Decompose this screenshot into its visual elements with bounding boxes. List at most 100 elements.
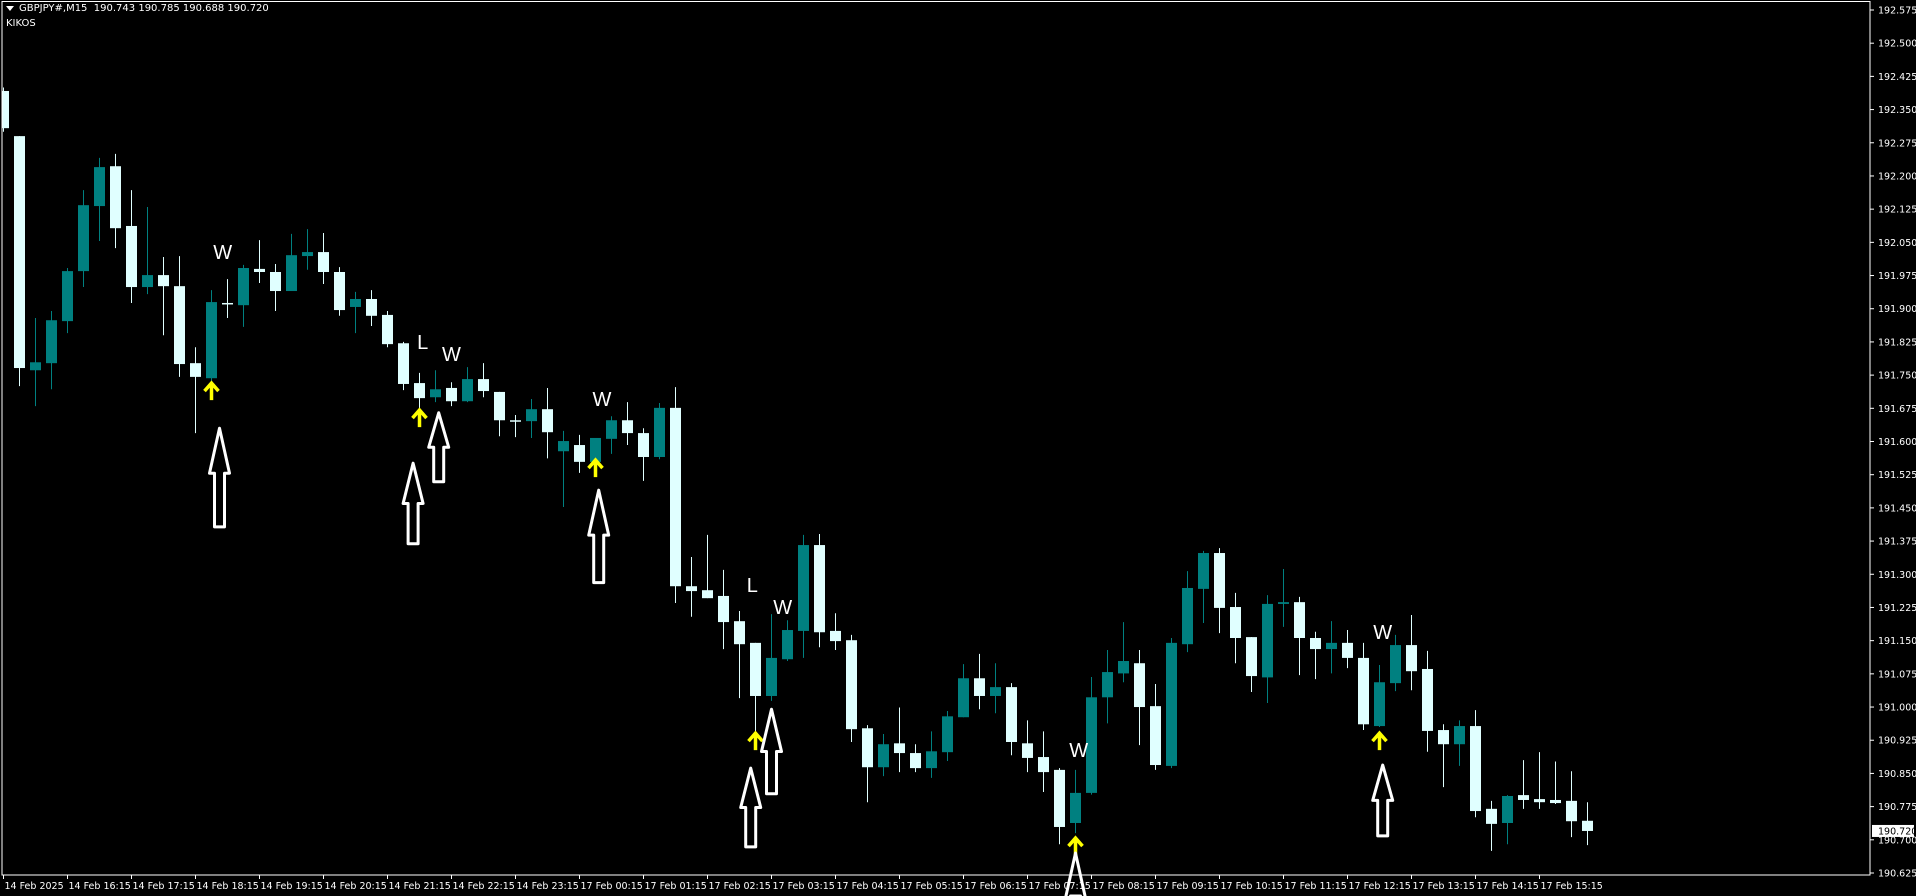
time-tick-label: 17 Feb 02:15 xyxy=(709,881,771,892)
signal-label-w: W xyxy=(442,344,461,366)
signal-label-w: W xyxy=(592,389,611,411)
time-tick-label: 14 Feb 21:15 xyxy=(389,881,451,892)
candle xyxy=(1358,642,1369,731)
hollow-up-arrow-icon xyxy=(401,461,425,546)
price-tick-label: 190.700 xyxy=(1878,835,1916,846)
collapse-triangle-icon[interactable] xyxy=(6,5,14,11)
candle-body xyxy=(430,389,441,398)
candle xyxy=(542,387,553,459)
candle-body xyxy=(1022,743,1033,758)
candle xyxy=(1470,710,1481,818)
candle-body xyxy=(238,268,249,306)
candle xyxy=(1342,630,1353,669)
time-tick-label: 14 Feb 16:15 xyxy=(69,881,131,892)
candle-body xyxy=(1454,726,1465,745)
yellow-up-arrow-icon xyxy=(587,457,604,478)
candle-body xyxy=(862,728,873,768)
candle xyxy=(894,707,905,773)
candle-body xyxy=(1294,602,1305,638)
price-tick-label: 191.450 xyxy=(1878,503,1916,514)
candle xyxy=(574,434,585,473)
candle-body xyxy=(750,642,761,696)
hollow-up-arrow-icon xyxy=(587,488,611,585)
candle-body xyxy=(558,441,569,452)
candle xyxy=(942,711,953,762)
price-tick-label: 192.050 xyxy=(1878,238,1916,249)
candle-body xyxy=(606,420,617,439)
candle-body xyxy=(622,420,633,434)
candle-body xyxy=(286,255,297,292)
hollow-up-arrow-icon xyxy=(739,766,763,849)
candle xyxy=(94,157,105,242)
time-tick-label: 17 Feb 10:15 xyxy=(1221,881,1283,892)
candle xyxy=(382,310,393,348)
candle xyxy=(1534,752,1545,809)
candle xyxy=(878,734,889,777)
candle xyxy=(1150,684,1161,770)
candle xyxy=(206,290,217,383)
candle xyxy=(1422,650,1433,752)
candle-body xyxy=(254,268,265,272)
time-tick-label: 17 Feb 01:15 xyxy=(645,881,707,892)
candle xyxy=(366,290,377,326)
ohlc-open: 190.743 xyxy=(93,3,136,14)
candle xyxy=(926,731,937,778)
candle xyxy=(1502,795,1513,845)
ohlc-low: 190.688 xyxy=(182,3,225,14)
candle xyxy=(670,387,681,604)
candle-body xyxy=(574,445,585,462)
candle-body xyxy=(1006,687,1017,743)
hollow-up-arrow-icon xyxy=(208,426,231,529)
chart-header: GBPJPY#,M15 190.743 190.785 190.688 190.… xyxy=(6,3,269,14)
signal-label-w: W xyxy=(213,242,232,264)
candle xyxy=(478,363,489,398)
candle-body xyxy=(990,687,1001,696)
price-tick-label: 190.625 xyxy=(1878,869,1916,880)
candle-body xyxy=(702,590,713,599)
candle-body xyxy=(542,409,553,433)
candle-body xyxy=(1262,603,1273,678)
ohlc-high: 190.785 xyxy=(138,3,180,14)
candle xyxy=(654,402,665,460)
candle xyxy=(702,534,713,599)
candle xyxy=(622,402,633,446)
candle xyxy=(718,569,729,650)
plot-area xyxy=(2,87,1593,856)
time-tick-label: 17 Feb 14:15 xyxy=(1477,881,1539,892)
candle-body xyxy=(1166,642,1177,766)
candle xyxy=(430,370,441,403)
candle xyxy=(462,367,473,403)
candle-body xyxy=(446,387,457,402)
candle xyxy=(606,416,617,454)
price-tick-label: 191.900 xyxy=(1878,304,1916,315)
candle-body xyxy=(2,90,9,129)
candle xyxy=(1182,571,1193,653)
time-tick-label: 14 Feb 20:15 xyxy=(325,881,387,892)
price-tick-label: 192.500 xyxy=(1878,39,1916,50)
candle xyxy=(1278,568,1289,627)
price-tick-label: 192.350 xyxy=(1878,105,1916,116)
candle-body xyxy=(462,379,473,402)
candle xyxy=(1374,664,1385,727)
candle-body xyxy=(1486,808,1497,824)
candle-body xyxy=(718,595,729,623)
price-tick-label: 191.375 xyxy=(1878,537,1916,548)
candle-body xyxy=(366,298,377,316)
candle xyxy=(1326,621,1337,674)
candle-body xyxy=(1582,820,1593,831)
signal-label-l: L xyxy=(747,575,758,597)
candle xyxy=(1086,676,1097,795)
candle xyxy=(126,190,137,303)
price-tick-label: 191.600 xyxy=(1878,437,1916,448)
current-price-box xyxy=(1872,824,1914,837)
candle xyxy=(414,372,425,411)
candle-body xyxy=(190,363,201,377)
candle-body xyxy=(206,302,217,379)
candle-body xyxy=(1470,726,1481,812)
candle xyxy=(1310,631,1321,680)
yellow-up-arrow-icon xyxy=(1371,730,1388,751)
candle xyxy=(958,664,969,718)
candle-body xyxy=(1246,637,1257,677)
price-tick-label: 191.225 xyxy=(1878,603,1916,614)
